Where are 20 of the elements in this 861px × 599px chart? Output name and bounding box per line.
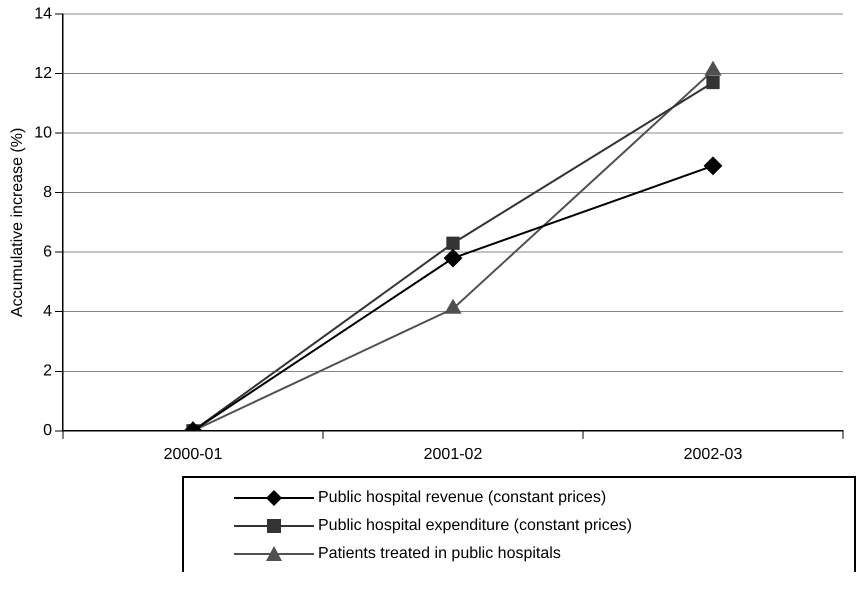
y-tick-label: 0 (43, 422, 52, 440)
y-tick-label: 8 (43, 184, 52, 202)
y-axis-title: Accumulative increase (%) (9, 128, 26, 318)
x-tick-label: 2000-01 (164, 446, 222, 463)
point (444, 249, 462, 268)
legend-label: Patients treated in public hospitals (318, 545, 561, 563)
point (446, 236, 460, 250)
y-tick-label: 2 (43, 362, 52, 380)
point (445, 300, 461, 314)
legend-label: Public hospital revenue (constant prices) (318, 489, 606, 507)
legend-label: Public hospital expenditure (constant prices) (318, 517, 632, 535)
point (706, 76, 720, 90)
y-tick-label: 10 (34, 124, 52, 142)
point (704, 156, 722, 175)
y-tick-label: 4 (43, 303, 52, 320)
x-tick-label: 2001-02 (424, 446, 482, 463)
x-tick-label: 2002-03 (684, 446, 742, 463)
y-tick-label: 12 (34, 64, 52, 82)
y-tick-label: 6 (43, 244, 52, 261)
y-tick-label: 14 (34, 5, 52, 22)
